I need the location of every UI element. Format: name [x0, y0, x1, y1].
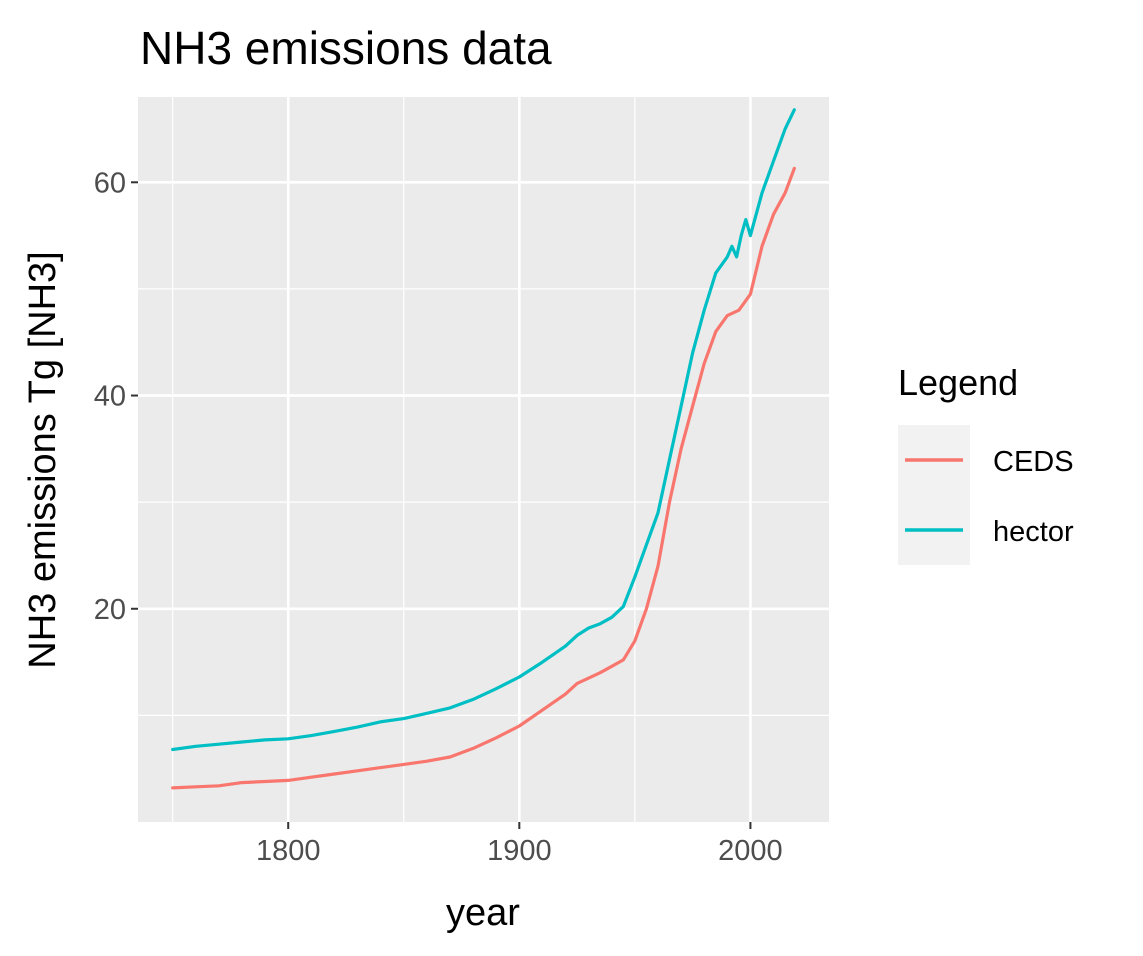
- y-tick-label-2: 60: [94, 167, 126, 199]
- x-tick-label-0: 1800: [256, 835, 321, 867]
- minor-gridlines: [138, 97, 829, 822]
- series-line-hector: [171, 108, 796, 752]
- y-tick-label-1: 40: [94, 381, 126, 413]
- x-axis: 1800 1900 2000: [256, 822, 783, 867]
- x-tick-label-1: 1900: [487, 835, 552, 867]
- legend-label-hector: hector: [993, 516, 1074, 548]
- y-axis-title: NH3 emissions Tg [NH3]: [22, 251, 64, 668]
- plot-panel: [138, 97, 829, 822]
- major-gridlines: [138, 97, 829, 822]
- legend-label-ceds: CEDS: [993, 446, 1074, 478]
- y-tick-label-0: 20: [94, 594, 126, 626]
- x-axis-title: year: [446, 892, 520, 934]
- legend: Legend CEDS hector: [898, 362, 1074, 565]
- plot-background: [138, 97, 829, 822]
- series-lines: [171, 108, 796, 790]
- series-line-ceds: [171, 166, 796, 790]
- y-axis: 20 40 60: [94, 167, 138, 626]
- chart-title: NH3 emissions data: [140, 22, 552, 74]
- legend-title: Legend: [898, 362, 1018, 403]
- x-tick-label-2: 2000: [718, 835, 783, 867]
